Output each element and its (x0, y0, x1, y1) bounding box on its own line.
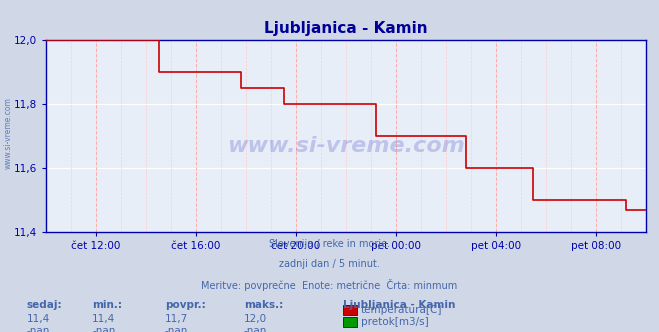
Text: min.:: min.: (92, 300, 123, 310)
Text: 11,4: 11,4 (92, 314, 115, 324)
Text: 11,4: 11,4 (26, 314, 49, 324)
Text: -nan: -nan (92, 326, 115, 332)
Text: 12,0: 12,0 (244, 314, 267, 324)
Text: -nan: -nan (244, 326, 267, 332)
Text: -nan: -nan (26, 326, 49, 332)
Text: temperatura[C]: temperatura[C] (361, 305, 443, 315)
Text: sedaj:: sedaj: (26, 300, 62, 310)
Text: Ljubljanica - Kamin: Ljubljanica - Kamin (343, 300, 455, 310)
Text: pretok[m3/s]: pretok[m3/s] (361, 317, 429, 327)
Text: zadnji dan / 5 minut.: zadnji dan / 5 minut. (279, 259, 380, 269)
Text: Slovenija / reke in morje.: Slovenija / reke in morje. (269, 239, 390, 249)
Text: maks.:: maks.: (244, 300, 283, 310)
Text: 11,7: 11,7 (165, 314, 188, 324)
Text: www.si-vreme.com: www.si-vreme.com (3, 97, 13, 169)
Text: povpr.:: povpr.: (165, 300, 206, 310)
Text: -nan: -nan (165, 326, 188, 332)
Text: www.si-vreme.com: www.si-vreme.com (227, 136, 465, 156)
Title: Ljubljanica - Kamin: Ljubljanica - Kamin (264, 21, 428, 36)
Text: Meritve: povprečne  Enote: metrične  Črta: minmum: Meritve: povprečne Enote: metrične Črta:… (202, 279, 457, 291)
